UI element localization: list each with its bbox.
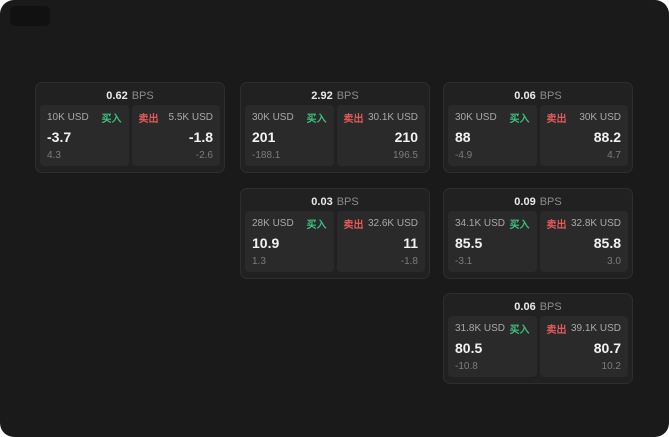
spread-unit-label: BPS [539, 301, 562, 313]
quote-card: 2.92 BPS 30K USD 买入 201 -188.1 卖出 30.1K … [240, 82, 430, 173]
bid-sub-value: -10.8 [455, 361, 478, 372]
ask-amount: 5.5K USD [168, 112, 213, 123]
spread-unit-label: BPS [131, 90, 154, 102]
spread-value: 0.06 [514, 301, 536, 313]
bid-amount: 30K USD [455, 112, 497, 123]
spread-header: 0.06 BPS [448, 298, 628, 316]
spread-unit-label: BPS [336, 196, 359, 208]
corner-widget [10, 6, 50, 26]
bid-panel[interactable]: 30K USD 买入 201 -188.1 [245, 105, 334, 166]
ask-sub-value: -1.8 [400, 256, 418, 267]
spread-value: 0.09 [514, 196, 536, 208]
ask-panel[interactable]: 卖出 30.1K USD 210 196.5 [336, 105, 425, 166]
spread-unit-label: BPS [336, 90, 359, 102]
buy-button[interactable]: 买入 [509, 220, 530, 231]
bid-price: 85.5 [455, 235, 483, 251]
bid-panel[interactable]: 34.1K USD 买入 85.5 -3.1 [448, 211, 537, 272]
ask-price: -1.8 [188, 129, 213, 145]
buy-button[interactable]: 买入 [306, 114, 327, 125]
ask-price: 88.2 [593, 129, 621, 145]
buy-button[interactable]: 买入 [509, 325, 530, 336]
ask-price: 11 [403, 235, 418, 251]
ask-price: 80.7 [593, 340, 621, 356]
ask-sub-value: 4.7 [607, 150, 621, 161]
bid-panel[interactable]: 30K USD 买入 88 -4.9 [448, 105, 537, 166]
bid-sub-value: 1.3 [252, 256, 266, 267]
ask-sub-value: 3.0 [607, 256, 621, 267]
ask-amount: 32.8K USD [570, 218, 621, 229]
bid-panel[interactable]: 31.8K USD 买入 80.5 -10.8 [448, 316, 537, 377]
ask-sub-value: -2.6 [195, 150, 213, 161]
sell-button[interactable]: 卖出 [546, 325, 567, 336]
sell-button[interactable]: 卖出 [546, 220, 567, 231]
spread-unit-label: BPS [539, 196, 562, 208]
bid-price: -3.7 [47, 129, 72, 145]
spread-value: 2.92 [311, 90, 333, 102]
spread-value: 0.62 [106, 90, 128, 102]
ask-panel[interactable]: 卖出 5.5K USD -1.8 -2.6 [131, 105, 220, 166]
buy-button[interactable]: 买入 [101, 114, 122, 125]
bid-price: 80.5 [455, 340, 483, 356]
bid-panel[interactable]: 10K USD 买入 -3.7 4.3 [40, 105, 129, 166]
ask-sub-value: 196.5 [392, 150, 418, 161]
spread-header: 2.92 BPS [245, 87, 425, 105]
bid-amount: 34.1K USD [455, 218, 506, 229]
ask-amount: 30.1K USD [367, 112, 418, 123]
sell-button[interactable]: 卖出 [343, 220, 364, 231]
sell-button[interactable]: 卖出 [546, 114, 567, 125]
spread-value: 0.03 [311, 196, 333, 208]
ask-price: 210 [394, 129, 418, 145]
spread-value: 0.06 [514, 90, 536, 102]
bid-amount: 10K USD [47, 112, 89, 123]
quote-card: 0.09 BPS 34.1K USD 买入 85.5 -3.1 卖出 32.8K… [443, 188, 633, 279]
spread-header: 0.03 BPS [245, 193, 425, 211]
bid-sub-value: -3.1 [455, 256, 473, 267]
bid-price: 201 [252, 129, 276, 145]
quote-card: 0.62 BPS 10K USD 买入 -3.7 4.3 卖出 5.5K USD… [35, 82, 225, 173]
bid-sub-value: 4.3 [47, 150, 61, 161]
ask-price: 85.8 [593, 235, 621, 251]
spread-header: 0.62 BPS [40, 87, 220, 105]
ask-amount: 39.1K USD [570, 323, 621, 334]
bid-price: 10.9 [252, 235, 280, 251]
ask-panel[interactable]: 卖出 39.1K USD 80.7 10.2 [539, 316, 628, 377]
sell-button[interactable]: 卖出 [343, 114, 364, 125]
spread-header: 0.06 BPS [448, 87, 628, 105]
spread-header: 0.09 BPS [448, 193, 628, 211]
spread-unit-label: BPS [539, 90, 562, 102]
bid-amount: 28K USD [252, 218, 294, 229]
bid-sub-value: -188.1 [252, 150, 281, 161]
ask-amount: 30K USD [579, 112, 621, 123]
bid-amount: 30K USD [252, 112, 294, 123]
ask-panel[interactable]: 卖出 30K USD 88.2 4.7 [539, 105, 628, 166]
quote-card: 0.03 BPS 28K USD 买入 10.9 1.3 卖出 32.6K US… [240, 188, 430, 279]
ask-amount: 32.6K USD [367, 218, 418, 229]
buy-button[interactable]: 买入 [306, 220, 327, 231]
buy-button[interactable]: 买入 [509, 114, 530, 125]
bid-price: 88 [455, 129, 471, 145]
ask-sub-value: 10.2 [601, 361, 621, 372]
bid-sub-value: -4.9 [455, 150, 473, 161]
sell-button[interactable]: 卖出 [138, 114, 159, 125]
quote-card: 0.06 BPS 31.8K USD 买入 80.5 -10.8 卖出 39.1… [443, 293, 633, 384]
ask-panel[interactable]: 卖出 32.8K USD 85.8 3.0 [539, 211, 628, 272]
quote-card: 0.06 BPS 30K USD 买入 88 -4.9 卖出 30K USD 8… [443, 82, 633, 173]
bid-panel[interactable]: 28K USD 买入 10.9 1.3 [245, 211, 334, 272]
ask-panel[interactable]: 卖出 32.6K USD 11 -1.8 [336, 211, 425, 272]
bid-amount: 31.8K USD [455, 323, 506, 334]
